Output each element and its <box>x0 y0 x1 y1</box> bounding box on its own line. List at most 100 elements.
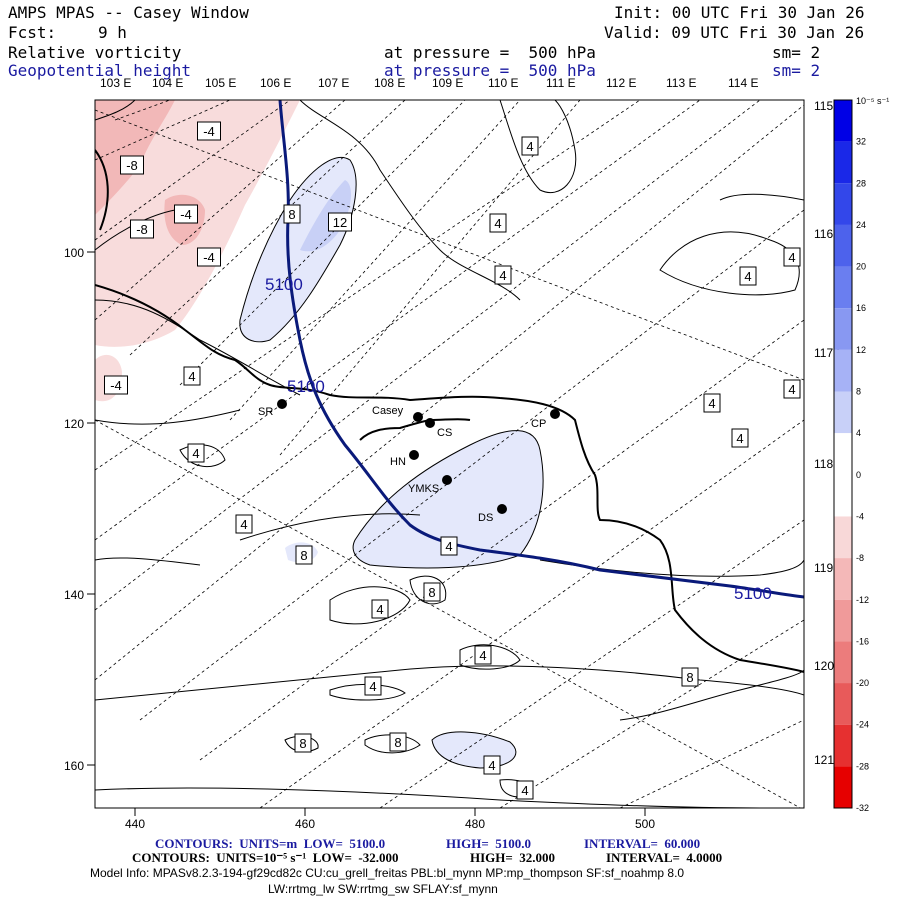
vorticity-label: -8 <box>126 158 138 173</box>
x-tick-label: 460 <box>295 817 315 831</box>
height-label: 5100 <box>287 377 325 396</box>
vorticity-label-box <box>104 375 128 395</box>
vorticity-label: 4 <box>369 679 376 694</box>
vorticity-contours <box>95 100 804 808</box>
vorticity-label: 8 <box>299 736 306 751</box>
colorbar-swatch <box>834 308 852 350</box>
vorticity-label: 4 <box>788 382 795 397</box>
vorticity-label: 8 <box>686 670 693 685</box>
footer-contours-height-interval: INTERVAL= 60.000 <box>584 836 701 851</box>
graticule <box>95 100 804 808</box>
vorticity-label-box <box>235 514 253 534</box>
station-markers <box>277 399 560 514</box>
vorticity-label-box <box>494 265 512 285</box>
colorbar-label: -16 <box>856 636 869 646</box>
vorticity-label-box <box>187 443 205 463</box>
field1-smoothing: sm= 2 <box>772 43 821 62</box>
positive-vorticity-shading <box>239 157 357 342</box>
vorticity-label: 12 <box>333 215 347 230</box>
colorbar-label: 24 <box>856 220 866 230</box>
vorticity-label: 4 <box>744 269 751 284</box>
geopotential-height-contour <box>278 100 804 599</box>
height-label: 5100 <box>265 275 303 294</box>
station-dot-cs[interactable] <box>425 418 435 428</box>
station-dot-hn[interactable] <box>409 450 419 460</box>
colorbar-swatch <box>834 391 852 434</box>
field2-level: at pressure = 500 hPa <box>384 61 596 80</box>
station-dot-cp[interactable] <box>550 409 560 419</box>
vorticity-label-box <box>295 545 313 565</box>
station-dot-casey[interactable] <box>413 412 423 422</box>
positive-vorticity-shading <box>300 180 352 252</box>
vorticity-label-box <box>474 645 492 665</box>
colorbar-label: -32 <box>856 803 869 813</box>
lon-label-top: 111 E <box>546 76 576 90</box>
colorbar-label: 20 <box>856 262 866 272</box>
station-label-casey: Casey <box>372 405 404 417</box>
colorbar-unit: 10⁻⁵ s⁻¹ <box>856 96 889 106</box>
init-time: Init: 00 UTC Fri 30 Jan 26 <box>614 3 865 22</box>
lon-label-top: 107 E <box>318 76 350 90</box>
station-dot-ds[interactable] <box>497 504 507 514</box>
vorticity-label: 4 <box>708 396 715 411</box>
valid-time: Valid: 09 UTC Fri 30 Jan 26 <box>604 23 865 42</box>
colorbar-swatch <box>834 433 852 475</box>
footer-contours-height-high: HIGH= 5100.0 <box>446 836 532 851</box>
x-tick-label: 500 <box>635 817 655 831</box>
lon-label-top: 112 E <box>606 76 637 90</box>
colorbar-label: -20 <box>856 678 869 688</box>
x-tick-label: 480 <box>465 817 485 831</box>
vorticity-label-box <box>389 732 407 752</box>
colorbar-label: 16 <box>856 303 866 313</box>
lon-label-top: 103 E <box>100 76 132 90</box>
lon-label-top: 109 E <box>432 76 464 90</box>
colorbar-label: 8 <box>856 387 861 397</box>
colorbar-border <box>833 99 853 809</box>
station-dot-ymks[interactable] <box>442 475 452 485</box>
colorbar-swatch <box>834 224 852 267</box>
lon-label-top: 110 E <box>488 76 519 90</box>
vorticity-label-box <box>440 536 458 556</box>
forecast-value: 9 h <box>98 23 127 42</box>
vorticity-label-box <box>681 667 699 687</box>
vorticity-label: 8 <box>300 548 307 563</box>
axis-ticks <box>87 251 646 816</box>
station-label-ymks: YMKS <box>408 483 439 495</box>
vorticity-label-box <box>783 247 801 267</box>
colorbar-label: 32 <box>856 137 866 147</box>
colorbar-swatch <box>834 183 852 225</box>
colorbar-swatch <box>834 641 852 684</box>
colorbar-swatch <box>834 266 852 309</box>
y-tick-label: 120 <box>64 417 84 431</box>
vorticity-label: -4 <box>110 378 122 393</box>
vorticity-label: -4 <box>203 250 215 265</box>
station-label-ds: DS <box>478 512 493 524</box>
lon-label-top: 106 E <box>260 76 292 90</box>
vorticity-label: 4 <box>376 602 383 617</box>
vorticity-label: 4 <box>240 517 247 532</box>
height-label: 5100 <box>734 584 772 603</box>
station-dot-sr[interactable] <box>277 399 287 409</box>
footer-model-info-2: LW:rrtmg_lw SW:rrtmg_sw SFLAY:sf_mynn <box>268 882 498 896</box>
station-label-sr: SR <box>258 406 273 418</box>
colorbar-label: -8 <box>856 553 864 563</box>
vorticity-label-box <box>783 379 801 399</box>
vorticity-label-box <box>739 266 757 286</box>
vorticity-label-box <box>364 676 382 696</box>
lon-label-top: 105 E <box>205 76 237 90</box>
vorticity-label: 4 <box>479 648 486 663</box>
colorbar-swatch <box>834 599 852 642</box>
y-tick-label: 160 <box>64 759 84 773</box>
vorticity-label-box <box>197 247 221 267</box>
positive-vorticity-shading <box>432 731 516 768</box>
vorticity-label: 4 <box>445 539 452 554</box>
field1-name: Relative vorticity <box>8 43 182 62</box>
vorticity-labels: -4-8-4-8-4-481244444444444884444888444 <box>104 121 801 800</box>
station-label-cs: CS <box>437 427 452 439</box>
colorbar-swatch <box>834 474 852 517</box>
y-tick-label: 140 <box>64 588 84 602</box>
colorbar-swatch <box>834 141 852 184</box>
colorbar-swatch <box>834 349 852 392</box>
colorbar-label: 28 <box>856 178 866 188</box>
